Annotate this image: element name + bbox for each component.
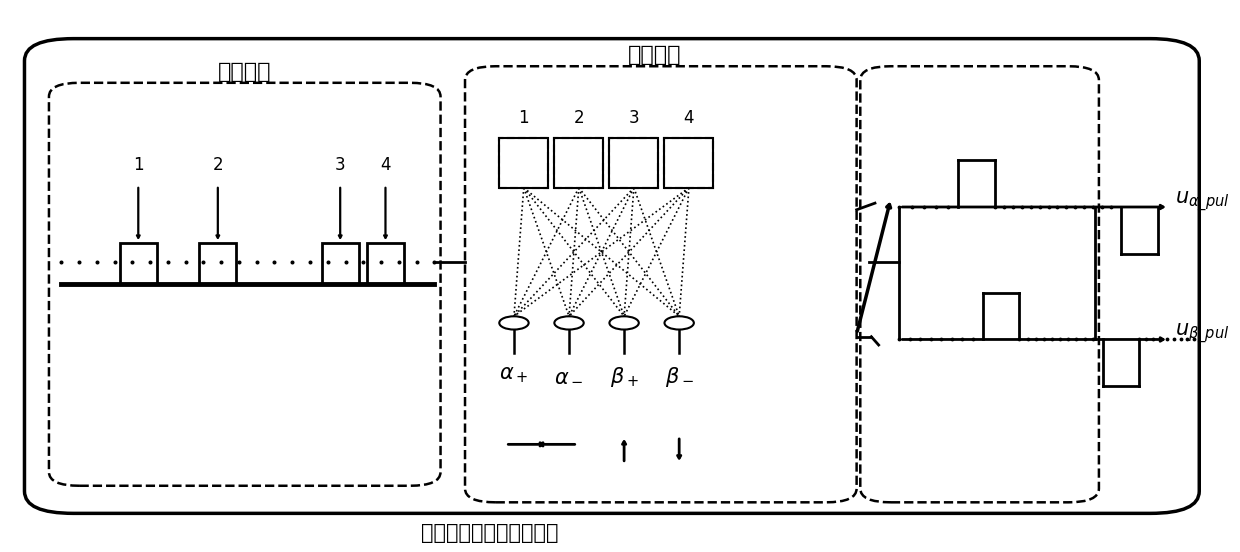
Text: 2: 2 xyxy=(212,156,223,174)
Text: 正交随机脉冲信号发生器: 正交随机脉冲信号发生器 xyxy=(420,523,558,543)
Text: $\alpha_-$: $\alpha_-$ xyxy=(554,365,584,385)
Text: 3: 3 xyxy=(629,109,639,127)
Bar xyxy=(554,138,604,188)
Text: 脉冲选择: 脉冲选择 xyxy=(627,45,682,65)
Text: $u_{\beta\_pul}$: $u_{\beta\_pul}$ xyxy=(1174,322,1229,346)
Bar xyxy=(609,138,658,188)
Bar xyxy=(200,243,236,284)
FancyBboxPatch shape xyxy=(25,39,1199,513)
Bar xyxy=(665,138,713,188)
Bar xyxy=(609,138,658,188)
Bar xyxy=(367,243,404,284)
Text: 1: 1 xyxy=(518,109,529,127)
Bar xyxy=(554,138,604,188)
Bar xyxy=(665,138,713,188)
Text: 1: 1 xyxy=(133,156,144,174)
Text: $u_{\alpha\_pul}$: $u_{\alpha\_pul}$ xyxy=(1174,189,1230,214)
Text: 4: 4 xyxy=(381,156,391,174)
Bar xyxy=(500,138,548,188)
Bar xyxy=(500,138,548,188)
Text: $\beta_+$: $\beta_+$ xyxy=(610,365,639,389)
Text: 2: 2 xyxy=(574,109,584,127)
Text: 4: 4 xyxy=(683,109,694,127)
Bar xyxy=(322,243,358,284)
Text: $\beta_-$: $\beta_-$ xyxy=(665,365,693,389)
Text: 位置选择: 位置选择 xyxy=(218,62,272,82)
Text: $\alpha_+$: $\alpha_+$ xyxy=(500,365,528,385)
Text: 3: 3 xyxy=(335,156,346,174)
Bar xyxy=(120,243,156,284)
